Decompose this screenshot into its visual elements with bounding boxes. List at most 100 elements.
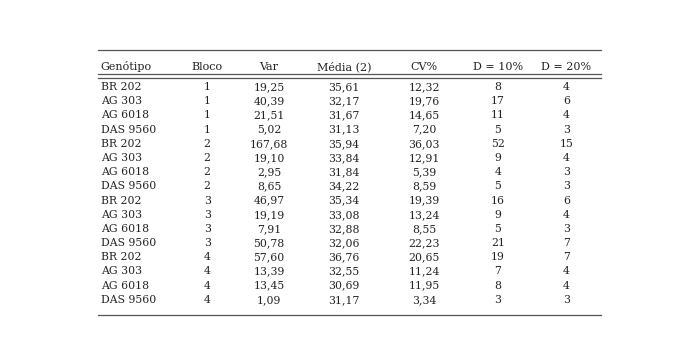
- Text: 3: 3: [563, 181, 570, 191]
- Text: 8,59: 8,59: [412, 181, 437, 191]
- Text: 4: 4: [204, 252, 210, 262]
- Text: 19: 19: [491, 252, 505, 262]
- Text: 35,34: 35,34: [329, 195, 360, 206]
- Text: 32,88: 32,88: [328, 224, 360, 234]
- Text: 3: 3: [563, 125, 570, 135]
- Text: 4: 4: [204, 295, 210, 305]
- Text: 6: 6: [563, 96, 570, 106]
- Text: 3: 3: [563, 224, 570, 234]
- Text: 33,08: 33,08: [328, 210, 360, 220]
- Text: 19,76: 19,76: [409, 96, 440, 106]
- Text: AG 303: AG 303: [100, 266, 142, 277]
- Text: 11,95: 11,95: [409, 281, 440, 291]
- Text: 21,51: 21,51: [253, 110, 285, 120]
- Text: CV%: CV%: [411, 62, 438, 72]
- Text: DAS 9560: DAS 9560: [100, 181, 156, 191]
- Text: 19,25: 19,25: [253, 82, 285, 92]
- Text: 36,03: 36,03: [409, 139, 440, 149]
- Text: BR 202: BR 202: [100, 252, 141, 262]
- Text: 3: 3: [204, 195, 210, 206]
- Text: 8: 8: [494, 82, 502, 92]
- Text: D = 10%: D = 10%: [473, 62, 523, 72]
- Text: 14,65: 14,65: [409, 110, 440, 120]
- Text: 8,55: 8,55: [412, 224, 437, 234]
- Text: 5,02: 5,02: [257, 125, 281, 135]
- Text: 4: 4: [563, 110, 570, 120]
- Text: 9: 9: [494, 153, 501, 163]
- Text: 7: 7: [563, 238, 570, 248]
- Text: 31,13: 31,13: [328, 125, 360, 135]
- Text: 40,39: 40,39: [253, 96, 285, 106]
- Text: AG 6018: AG 6018: [100, 224, 149, 234]
- Text: 9: 9: [494, 210, 501, 220]
- Text: 1: 1: [204, 110, 210, 120]
- Text: 31,17: 31,17: [329, 295, 360, 305]
- Text: 4: 4: [563, 153, 570, 163]
- Text: 31,67: 31,67: [329, 110, 360, 120]
- Text: 36,76: 36,76: [329, 252, 360, 262]
- Text: 11,24: 11,24: [409, 266, 440, 277]
- Text: 1: 1: [204, 82, 210, 92]
- Text: AG 6018: AG 6018: [100, 167, 149, 177]
- Text: 7: 7: [494, 266, 501, 277]
- Text: AG 6018: AG 6018: [100, 281, 149, 291]
- Text: 12,32: 12,32: [409, 82, 440, 92]
- Text: 57,60: 57,60: [253, 252, 285, 262]
- Text: DAS 9560: DAS 9560: [100, 125, 156, 135]
- Text: 3: 3: [204, 224, 210, 234]
- Text: 3: 3: [494, 295, 502, 305]
- Text: 13,39: 13,39: [253, 266, 285, 277]
- Text: 1: 1: [204, 96, 210, 106]
- Text: Var: Var: [259, 62, 278, 72]
- Text: 19,19: 19,19: [253, 210, 285, 220]
- Text: 35,61: 35,61: [329, 82, 360, 92]
- Text: 167,68: 167,68: [250, 139, 289, 149]
- Text: 15: 15: [559, 139, 573, 149]
- Text: 7,91: 7,91: [257, 224, 281, 234]
- Text: 8: 8: [494, 281, 502, 291]
- Text: AG 303: AG 303: [100, 153, 142, 163]
- Text: AG 6018: AG 6018: [100, 110, 149, 120]
- Text: 32,06: 32,06: [328, 238, 360, 248]
- Text: 17: 17: [491, 96, 505, 106]
- Text: 7: 7: [563, 252, 570, 262]
- Text: 33,84: 33,84: [329, 153, 360, 163]
- Text: 2: 2: [204, 167, 210, 177]
- Text: 19,39: 19,39: [409, 195, 440, 206]
- Text: 16: 16: [491, 195, 505, 206]
- Text: AG 303: AG 303: [100, 210, 142, 220]
- Text: 46,97: 46,97: [253, 195, 285, 206]
- Text: 3: 3: [563, 167, 570, 177]
- Text: BR 202: BR 202: [100, 195, 141, 206]
- Text: 4: 4: [204, 266, 210, 277]
- Text: AG 303: AG 303: [100, 96, 142, 106]
- Text: 3: 3: [204, 238, 210, 248]
- Text: D = 20%: D = 20%: [541, 62, 591, 72]
- Text: Genótipo: Genótipo: [100, 61, 152, 72]
- Text: 30,69: 30,69: [329, 281, 360, 291]
- Text: 8,65: 8,65: [257, 181, 281, 191]
- Text: 35,94: 35,94: [329, 139, 360, 149]
- Text: 3,34: 3,34: [412, 295, 437, 305]
- Text: 5: 5: [494, 125, 501, 135]
- Text: 13,24: 13,24: [409, 210, 440, 220]
- Text: Bloco: Bloco: [191, 62, 223, 72]
- Text: 31,84: 31,84: [329, 167, 360, 177]
- Text: 5: 5: [494, 181, 501, 191]
- Text: 5: 5: [494, 224, 501, 234]
- Text: 4: 4: [563, 210, 570, 220]
- Text: 13,45: 13,45: [253, 281, 285, 291]
- Text: 52: 52: [491, 139, 505, 149]
- Text: 6: 6: [563, 195, 570, 206]
- Text: 2,95: 2,95: [257, 167, 281, 177]
- Text: 4: 4: [204, 281, 210, 291]
- Text: 1,09: 1,09: [257, 295, 281, 305]
- Text: DAS 9560: DAS 9560: [100, 238, 156, 248]
- Text: 1: 1: [204, 125, 210, 135]
- Text: 5,39: 5,39: [412, 167, 437, 177]
- Text: 32,55: 32,55: [329, 266, 360, 277]
- Text: 20,65: 20,65: [409, 252, 440, 262]
- Text: 2: 2: [204, 181, 210, 191]
- Text: 50,78: 50,78: [253, 238, 285, 248]
- Text: 2: 2: [204, 153, 210, 163]
